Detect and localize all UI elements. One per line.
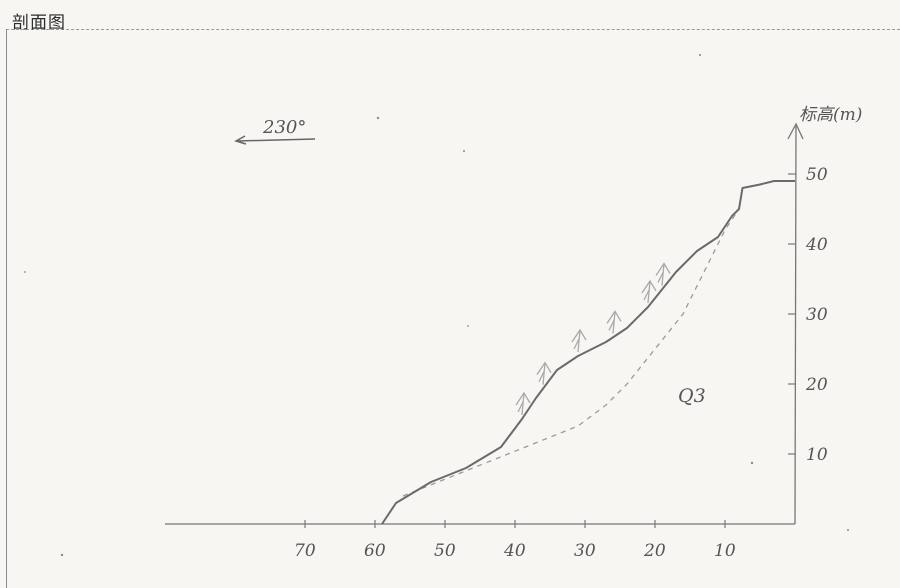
y-tick-label: 20 bbox=[805, 375, 828, 395]
x-tick-label: 40 bbox=[503, 541, 526, 561]
y-ticks: 10 20 30 40 50 bbox=[788, 165, 828, 465]
x-tick-label: 70 bbox=[294, 541, 316, 561]
x-tick-label: 50 bbox=[434, 541, 456, 561]
y-tick-label: 30 bbox=[806, 305, 828, 325]
tree-icon bbox=[515, 391, 531, 416]
paper-specks bbox=[24, 54, 849, 557]
tree-icon bbox=[571, 328, 587, 353]
x-tick-label: 20 bbox=[643, 541, 666, 561]
x-tick-label: 10 bbox=[714, 541, 736, 561]
y-axis-title: 标高(m) bbox=[799, 105, 862, 125]
ground-profile-line bbox=[381, 180, 795, 525]
tree-symbols bbox=[515, 262, 671, 416]
x-tick-label: 30 bbox=[574, 541, 596, 561]
tree-icon bbox=[655, 262, 671, 286]
bedrock-dashed-line bbox=[402, 208, 740, 497]
direction-label: 230° bbox=[262, 117, 306, 138]
y-axis-line bbox=[794, 125, 797, 525]
arrow-head-icon bbox=[234, 135, 247, 145]
y-tick-label: 50 bbox=[806, 165, 828, 185]
tree-icon bbox=[606, 310, 622, 334]
y-tick-label: 10 bbox=[806, 445, 828, 465]
x-ticks: 70 60 50 40 30 20 10 bbox=[294, 520, 736, 561]
page-title: 剖面图 bbox=[12, 13, 66, 33]
x-tick-label: 60 bbox=[364, 541, 386, 561]
tree-icon bbox=[536, 361, 552, 385]
tree-icon bbox=[641, 279, 657, 304]
layer-label-q3: Q3 bbox=[678, 385, 706, 407]
y-axis-arrow-icon bbox=[787, 122, 804, 140]
axes: 标高(m) 10 20 30 40 50 70 60 50 40 30 20 10 bbox=[165, 105, 862, 561]
direction-indicator: 230° bbox=[234, 117, 316, 145]
y-tick-label: 40 bbox=[805, 235, 828, 255]
frame-left-border bbox=[6, 29, 7, 588]
frame-top-border bbox=[6, 29, 900, 30]
direction-arrow-line bbox=[236, 138, 316, 142]
